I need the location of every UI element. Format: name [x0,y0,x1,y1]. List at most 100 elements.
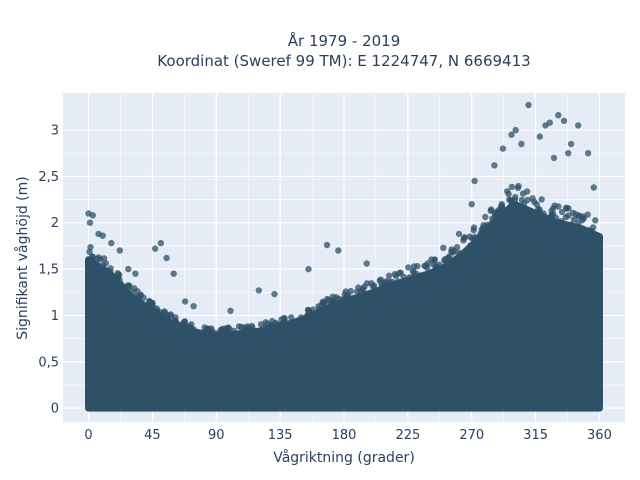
data-point [297,314,305,321]
outlier-point [455,230,463,238]
data-point [326,308,333,315]
data-point [575,213,582,220]
data-point [227,334,235,341]
data-point [171,333,178,341]
data-point [329,316,337,323]
data-point [107,268,114,275]
data-point [593,245,600,253]
y-tick-label: 2,5 [38,170,59,185]
data-point [200,330,207,337]
data-point [290,319,297,326]
data-point [568,235,576,242]
chart-subtitle: Koordinat (Sweref 99 TM): E 1224747, N 6… [157,52,530,70]
outlier-point [550,154,558,162]
data-point [516,219,523,226]
data-point [97,256,104,263]
data-point [277,330,284,337]
outlier-point [567,140,575,148]
data-point [128,288,135,295]
outlier-point [363,260,370,267]
chart-title: År 1979 - 2019 [288,31,401,50]
y-tick-label: 0,5 [38,355,59,370]
data-point [398,296,405,303]
data-point [385,272,393,279]
outlier-point [590,184,597,191]
data-point [580,215,587,222]
data-point [535,234,542,241]
data-point [359,294,367,301]
data-point [560,230,567,238]
data-point [123,283,130,291]
data-point [294,322,302,329]
data-point [508,183,516,191]
outlier-point [227,307,234,314]
outlier-point [584,150,592,157]
data-point [424,274,431,281]
outlier-point [305,265,312,273]
data-point [538,196,545,203]
data-point [127,302,135,309]
data-point [570,250,578,257]
data-point [515,203,522,210]
data-point [192,330,199,338]
data-point [152,319,159,326]
data-point [584,211,591,218]
data-point [487,234,494,241]
outlier-point [99,232,106,239]
data-point [519,190,527,197]
data-point [408,287,415,295]
data-point [553,231,560,238]
data-point [442,264,449,271]
outlier-point [335,247,342,254]
data-point [519,233,526,240]
x-tick-label: 0 [84,428,92,443]
outlier-point [468,201,475,208]
data-point [426,289,433,296]
outlier-point [471,177,478,185]
outlier-point [546,119,553,126]
data-point [473,250,481,257]
data-point [453,263,460,271]
data-point [306,318,313,325]
outlier-point [157,239,165,247]
data-point [282,333,290,341]
outlier-point [536,133,543,140]
data-point [376,294,383,302]
x-axis-title: Vågriktning (grader) [273,449,415,466]
data-point [494,208,501,216]
data-point [416,272,424,279]
x-tick-label: 45 [144,428,161,443]
outlier-point [560,117,568,125]
data-point [317,318,324,325]
data-point [357,288,364,296]
data-point [224,327,232,335]
data-point [530,225,537,232]
data-point [502,228,509,235]
data-point [512,229,519,237]
data-point [355,303,363,310]
y-tick-label: 1,5 [38,263,59,278]
data-point [279,321,286,328]
y-axis-title: Signifikant våghöjd (m) [14,176,31,339]
data-point [138,302,146,309]
data-point [385,287,392,294]
data-point [282,328,289,335]
data-point [180,324,188,331]
data-point [439,278,446,286]
data-point [140,294,147,301]
data-point [478,226,485,233]
data-point [377,287,385,294]
data-point [134,288,141,295]
data-point [173,320,180,327]
data-point [549,236,556,243]
data-point [178,332,185,340]
y-tick-label: 0 [51,402,59,417]
data-point [269,329,276,336]
data-point [396,270,403,277]
data-point [582,239,589,246]
data-point [259,334,266,342]
data-point [246,339,253,346]
data-point [340,308,347,315]
data-point [470,224,478,231]
outlier-point [86,219,94,226]
